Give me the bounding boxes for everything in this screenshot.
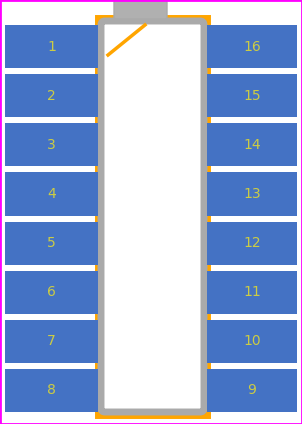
Bar [207,320,297,363]
Text: 7: 7 [47,334,56,348]
Bar [207,221,297,265]
Bar [98,18,207,415]
Text: 14: 14 [243,138,261,152]
Bar [207,369,297,412]
Bar [5,74,98,117]
Text: 13: 13 [243,187,261,201]
Bar [207,25,297,68]
Text: 4: 4 [47,187,56,201]
FancyBboxPatch shape [114,0,167,19]
Text: 10: 10 [243,334,261,348]
Bar [5,123,98,166]
FancyBboxPatch shape [101,21,204,412]
Bar [207,123,297,166]
Bar [207,271,297,314]
Text: 9: 9 [248,383,256,397]
Bar [5,221,98,265]
Text: 6: 6 [47,285,56,299]
Text: 12: 12 [243,236,261,250]
Text: 3: 3 [47,138,56,152]
Bar [5,369,98,412]
Text: 1: 1 [47,39,56,53]
Text: 15: 15 [243,89,261,103]
Bar [207,173,297,215]
Text: 11: 11 [243,285,261,299]
Text: 5: 5 [47,236,56,250]
Bar [5,25,98,68]
Text: 16: 16 [243,39,261,53]
Text: 2: 2 [47,89,56,103]
Bar [5,320,98,363]
Bar [207,74,297,117]
Text: 8: 8 [47,383,56,397]
Bar [5,173,98,215]
Bar [5,271,98,314]
